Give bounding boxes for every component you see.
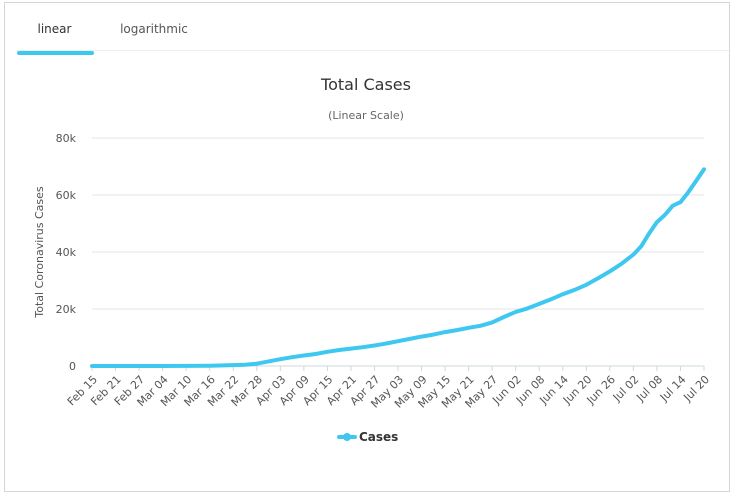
x-tick-label: Jul 20 xyxy=(680,373,712,405)
legend-marker-icon xyxy=(343,433,351,441)
x-tick-label: Jul 14 xyxy=(657,373,689,405)
active-tab-indicator xyxy=(17,51,94,55)
tabs-divider xyxy=(16,50,729,51)
x-tick-label: Jul 08 xyxy=(633,373,665,405)
y-tick-label: 40k xyxy=(56,246,77,259)
y-tick-labels: 0 20k 40k 60k 80k xyxy=(56,132,77,373)
x-tick-label: Jul 02 xyxy=(610,373,642,405)
legend[interactable]: Cases xyxy=(337,430,398,444)
chart-title: Total Cases xyxy=(320,75,411,94)
chart-panel xyxy=(4,2,730,492)
y-tick-label: 20k xyxy=(56,303,77,316)
y-axis-label: Total Coronavirus Cases xyxy=(33,186,46,319)
tab-linear[interactable]: linear xyxy=(37,22,72,36)
chart-subtitle: (Linear Scale) xyxy=(328,109,404,122)
tab-logarithmic[interactable]: logarithmic xyxy=(120,22,188,36)
y-tick-label: 60k xyxy=(56,189,77,202)
y-tick-label: 0 xyxy=(69,360,76,373)
y-tick-label: 80k xyxy=(56,132,77,145)
grid-lines xyxy=(92,137,704,367)
series-group xyxy=(90,167,706,368)
series-line-cases[interactable] xyxy=(90,167,706,368)
legend-label-cases: Cases xyxy=(359,430,398,444)
